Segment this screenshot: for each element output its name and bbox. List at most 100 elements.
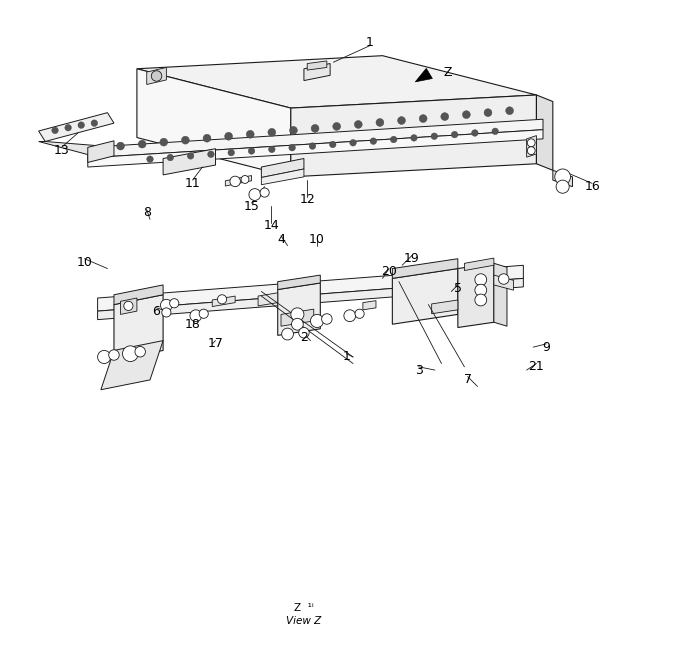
Circle shape	[218, 295, 227, 304]
Polygon shape	[137, 69, 291, 177]
Circle shape	[230, 176, 240, 187]
Text: 19: 19	[404, 252, 420, 265]
Circle shape	[451, 131, 458, 138]
Polygon shape	[363, 301, 376, 310]
Text: 4: 4	[277, 233, 285, 246]
Polygon shape	[88, 141, 114, 162]
Circle shape	[225, 132, 233, 140]
Circle shape	[411, 135, 417, 141]
Circle shape	[124, 301, 133, 310]
Circle shape	[147, 156, 153, 162]
Circle shape	[398, 117, 405, 124]
Polygon shape	[212, 296, 235, 307]
Circle shape	[187, 153, 194, 159]
Text: 15: 15	[243, 200, 259, 213]
Circle shape	[329, 141, 336, 148]
Polygon shape	[291, 95, 536, 177]
Circle shape	[160, 138, 168, 146]
Circle shape	[376, 119, 384, 126]
Text: 13: 13	[53, 144, 69, 157]
Circle shape	[322, 314, 332, 324]
Text: 1: 1	[365, 36, 374, 49]
Text: 16: 16	[584, 180, 600, 193]
Circle shape	[116, 142, 125, 150]
Text: 10: 10	[309, 233, 325, 246]
Text: View Z: View Z	[286, 616, 322, 626]
Circle shape	[78, 122, 85, 128]
Polygon shape	[392, 269, 458, 324]
Polygon shape	[137, 56, 536, 108]
Circle shape	[506, 107, 514, 115]
Polygon shape	[494, 263, 507, 326]
Circle shape	[281, 328, 293, 340]
Circle shape	[299, 328, 309, 338]
Polygon shape	[458, 263, 494, 328]
Polygon shape	[278, 275, 320, 290]
Circle shape	[248, 148, 255, 155]
Text: 9: 9	[543, 341, 550, 354]
Circle shape	[135, 346, 146, 357]
Circle shape	[492, 128, 498, 134]
Text: 21: 21	[529, 360, 544, 373]
Circle shape	[246, 130, 254, 138]
Text: 1: 1	[342, 350, 351, 364]
Polygon shape	[258, 293, 278, 306]
Text: 20: 20	[381, 265, 397, 278]
Circle shape	[431, 133, 437, 140]
Circle shape	[475, 284, 486, 296]
Polygon shape	[261, 169, 304, 185]
Circle shape	[203, 134, 211, 142]
Text: 12: 12	[299, 193, 315, 206]
Circle shape	[109, 350, 119, 360]
Circle shape	[228, 149, 234, 156]
Text: 10: 10	[76, 255, 92, 269]
Circle shape	[355, 309, 365, 318]
Circle shape	[556, 180, 569, 193]
Circle shape	[91, 120, 98, 126]
Polygon shape	[536, 95, 553, 170]
Circle shape	[241, 176, 249, 183]
Circle shape	[290, 126, 297, 134]
Polygon shape	[307, 61, 327, 70]
Text: 14: 14	[263, 219, 279, 233]
Polygon shape	[114, 295, 163, 360]
Circle shape	[354, 121, 362, 128]
Circle shape	[292, 318, 304, 330]
Circle shape	[123, 346, 138, 362]
Polygon shape	[147, 67, 166, 84]
Circle shape	[161, 299, 173, 311]
Text: Z: Z	[444, 66, 453, 79]
Text: 2: 2	[300, 331, 308, 344]
Polygon shape	[261, 159, 304, 178]
Circle shape	[170, 299, 179, 308]
Polygon shape	[527, 136, 536, 157]
Circle shape	[370, 138, 376, 145]
Circle shape	[161, 308, 171, 317]
Circle shape	[138, 140, 146, 148]
Text: 5: 5	[454, 282, 462, 295]
Circle shape	[52, 127, 58, 134]
Polygon shape	[281, 309, 314, 326]
Polygon shape	[278, 283, 320, 335]
Circle shape	[498, 274, 509, 284]
Text: Z  ¹ⁱ: Z ¹ⁱ	[294, 603, 314, 613]
Circle shape	[350, 140, 356, 146]
Text: 7: 7	[464, 373, 472, 386]
Polygon shape	[464, 258, 494, 271]
Text: 17: 17	[208, 337, 223, 350]
Circle shape	[208, 151, 214, 158]
Polygon shape	[39, 113, 114, 141]
Circle shape	[65, 124, 71, 131]
Circle shape	[527, 139, 535, 147]
Circle shape	[151, 71, 161, 81]
Circle shape	[462, 111, 471, 119]
Circle shape	[249, 189, 261, 200]
Polygon shape	[415, 68, 432, 82]
Circle shape	[390, 136, 397, 143]
Circle shape	[260, 188, 269, 197]
Circle shape	[309, 143, 316, 149]
Text: 3: 3	[414, 364, 423, 377]
Circle shape	[484, 109, 492, 117]
Polygon shape	[101, 341, 163, 390]
Text: 11: 11	[185, 177, 200, 190]
